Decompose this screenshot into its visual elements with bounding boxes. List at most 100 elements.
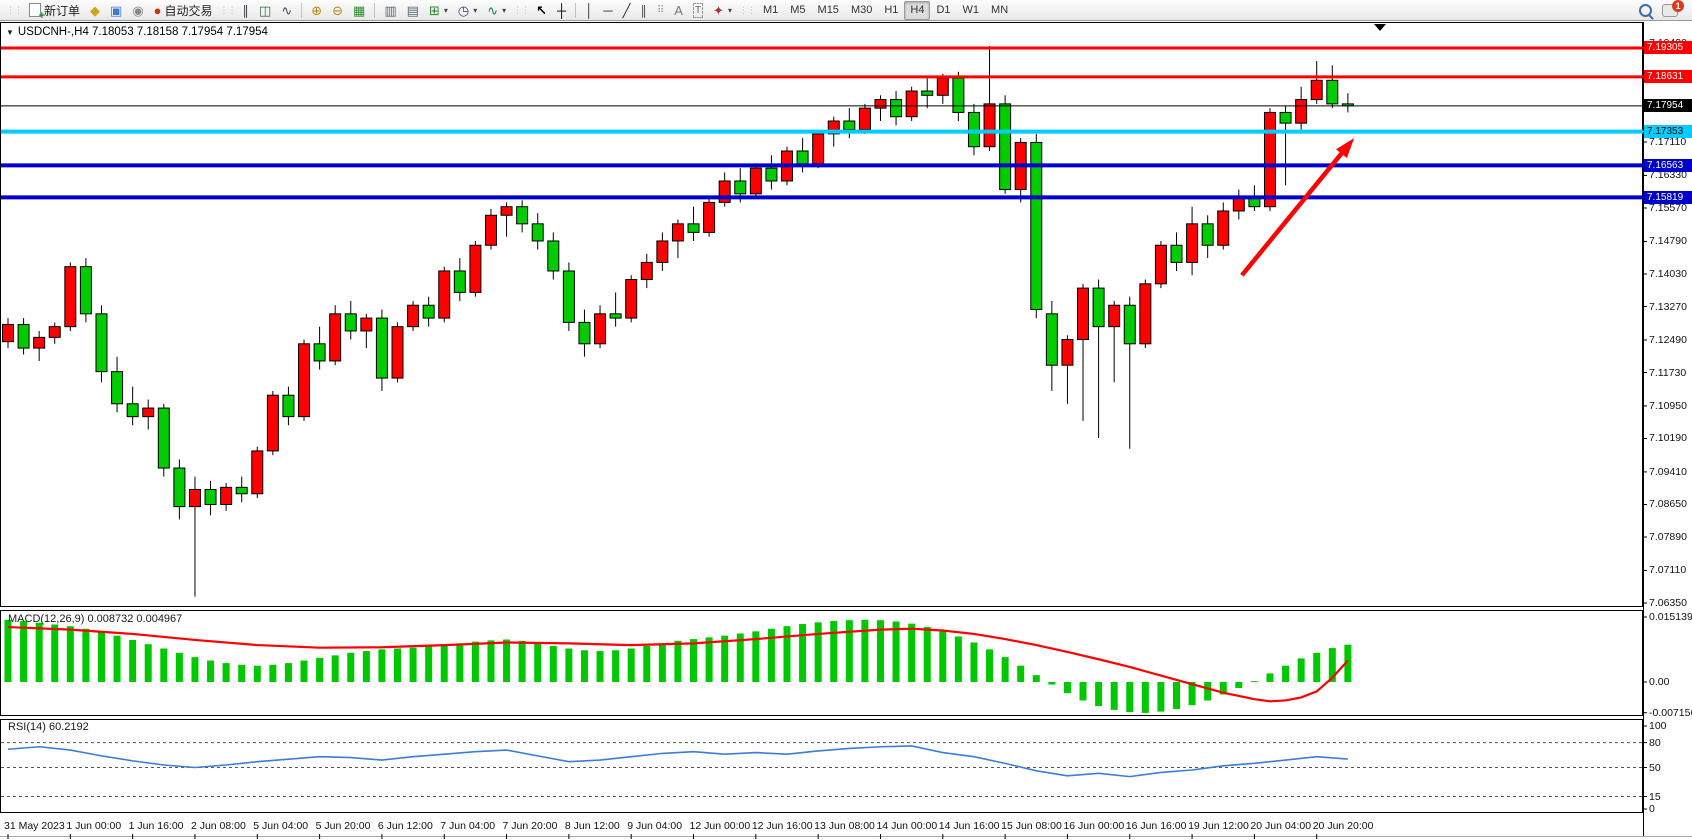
chart-window: ▼ USDCNH-,H4 7.18053 7.18158 7.17954 7.1… <box>0 21 1692 840</box>
new-chart-dropdown[interactable]: ⊞ ▾ <box>424 0 453 20</box>
autotrading-label: 自动交易 <box>164 3 213 18</box>
macd-histogram-bar <box>970 642 978 682</box>
timeframe-button-m30[interactable]: M30 <box>850 3 873 16</box>
signals-icon: ◉ <box>132 2 144 18</box>
macd-histogram-bar <box>440 645 448 682</box>
notifications-icon[interactable]: 1 <box>1662 0 1684 17</box>
candle-body <box>438 270 451 319</box>
candle-body <box>905 90 918 118</box>
price-tick-label: 7.07890 <box>1649 531 1687 544</box>
time-label: 6 Jun 12:00 <box>377 820 433 832</box>
candle-body <box>1170 244 1183 263</box>
timeframe-button-h1[interactable]: H1 <box>884 3 899 16</box>
macd-histogram-bar <box>222 663 230 682</box>
timeframe-button-w1[interactable]: W1 <box>962 3 980 16</box>
candle-body <box>375 317 388 379</box>
timeframe-button-m1[interactable]: M1 <box>762 3 779 16</box>
period-dropdown[interactable]: ◷ ▾ <box>453 0 482 20</box>
timeframe-button-m5[interactable]: M5 <box>790 3 806 16</box>
zoom-in-button[interactable]: ⊕ <box>306 0 327 20</box>
indicators-dropdown[interactable]: ∿ ▾ <box>482 0 511 20</box>
horizontal-line-icon: ─ <box>603 2 613 18</box>
candle-body <box>204 488 217 505</box>
vertical-line-button[interactable]: │ <box>580 0 598 20</box>
candle-body <box>1139 283 1152 345</box>
macd-histogram-bar <box>1017 665 1025 682</box>
zoom-out-button[interactable]: ⊖ <box>327 0 348 20</box>
shapes-icon: ✦ <box>713 2 724 18</box>
accounts-button[interactable]: ▣ <box>105 0 127 20</box>
rsi-indicator-label: RSI(14) 60.2192 <box>8 721 89 733</box>
candle-body <box>157 407 170 469</box>
candle-body <box>1263 111 1276 208</box>
arrange-cascade-icon: ▥ <box>384 2 397 18</box>
shapes-dropdown[interactable]: ✦ ▾ <box>708 0 737 20</box>
candle-body <box>734 180 747 195</box>
price-badge: 7.17954 <box>1644 99 1692 113</box>
macd-histogram-bar <box>1219 682 1227 695</box>
candle-body <box>313 343 326 362</box>
timeframe-button-mn[interactable]: MN <box>991 3 1009 16</box>
macd-histogram-bar <box>923 627 931 682</box>
macd-histogram-bar <box>1048 682 1056 685</box>
candle-body <box>1108 304 1121 328</box>
cursor-button[interactable]: ↖ <box>531 0 552 20</box>
history-center-button[interactable]: ◆ <box>85 0 105 20</box>
new-order-button[interactable]: 新订单 <box>24 0 85 22</box>
candle-body <box>516 206 529 225</box>
bar-chart-button[interactable]: ∥ <box>238 0 255 20</box>
trendline-button[interactable]: ╱ <box>618 0 636 20</box>
timeframe-button-d1[interactable]: D1 <box>936 3 951 16</box>
time-label: 7 Jun 04:00 <box>440 820 496 832</box>
macd-histogram-bar <box>1313 652 1321 682</box>
autotrading-button[interactable]: ● 自动交易 <box>149 0 218 20</box>
candle-body <box>547 240 560 272</box>
horizontal-line-button[interactable]: ─ <box>598 0 617 20</box>
time-label: 31 May 2023 <box>4 820 65 832</box>
zoom-out-icon: ⊖ <box>332 2 344 18</box>
crosshair-button[interactable]: ┼ <box>552 0 571 20</box>
macd-histogram-bar <box>1328 648 1336 682</box>
tile-windows-button[interactable]: ▦ <box>348 0 370 20</box>
macd-tick-label: 0.015139 <box>1649 611 1692 624</box>
candle-body <box>749 167 762 195</box>
line-chart-button[interactable]: ∿ <box>276 0 297 20</box>
macd-histogram-bar <box>347 652 355 682</box>
candle-body <box>812 133 825 165</box>
signals-button[interactable]: ◉ <box>127 0 148 20</box>
candlestick-chart-button[interactable]: ◫ <box>254 0 276 20</box>
macd-histogram-bar <box>207 660 215 682</box>
candle-body <box>64 266 77 328</box>
fibonacci-button[interactable]: ⠿ <box>652 0 669 20</box>
timeframe-button-m15[interactable]: M15 <box>817 3 839 16</box>
chart-canvas[interactable] <box>0 21 1692 840</box>
arrange-cascade-button[interactable]: ▥ <box>379 0 401 20</box>
macd-histogram-bar <box>861 619 869 682</box>
candlestick-icon: ◫ <box>259 2 272 18</box>
accounts-icon: ▣ <box>110 2 123 18</box>
price-tick-label: 7.12490 <box>1649 333 1687 346</box>
timeframe-button-h4[interactable]: H4 <box>904 0 931 20</box>
text-label-button[interactable]: T <box>688 0 708 20</box>
candle-body <box>453 270 466 293</box>
channel-button[interactable]: ∥ <box>635 0 652 20</box>
candle-body <box>1248 197 1261 208</box>
macd-histogram-bar <box>97 631 105 682</box>
macd-histogram-bar <box>1110 682 1118 710</box>
candle-body <box>48 326 61 338</box>
one-click-collapse-arrow[interactable]: ▼ <box>6 27 14 37</box>
chart-shift-marker <box>1374 24 1386 31</box>
search-icon[interactable] <box>1639 3 1652 17</box>
text-button[interactable]: A <box>669 0 688 20</box>
symbol-ohlc-text: USDCNH-,H4 7.18053 7.18158 7.17954 7.179… <box>17 26 268 38</box>
macd-signal-line <box>7 625 1349 703</box>
new-order-icon <box>29 3 45 22</box>
macd-histogram-bar <box>4 619 12 682</box>
candle-body <box>1186 223 1199 263</box>
price-tick-label: 7.13270 <box>1649 300 1687 313</box>
macd-histogram-bar <box>300 660 308 682</box>
arrange-tile-button[interactable]: ▤ <box>402 0 424 20</box>
candle-body <box>1295 99 1308 124</box>
macd-histogram-bar <box>534 643 542 682</box>
macd-histogram-bar <box>113 635 121 682</box>
